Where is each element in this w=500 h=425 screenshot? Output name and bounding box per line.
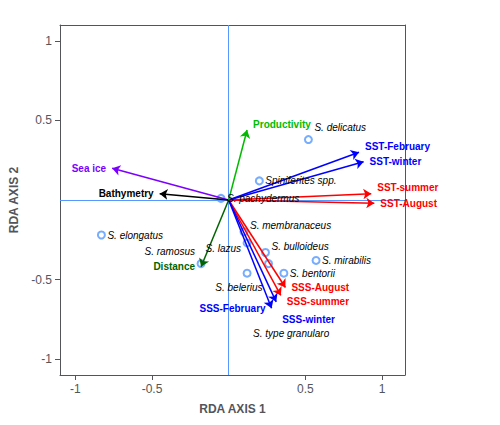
svg-text:Distance: Distance: [153, 261, 195, 272]
svg-text:SSS-February: SSS-February: [199, 303, 266, 314]
svg-text:-0.5: -0.5: [142, 382, 163, 396]
svg-text:RDA AXIS 1: RDA AXIS 1: [199, 402, 266, 416]
svg-text:S. bulloideus: S. bulloideus: [271, 241, 328, 252]
svg-text:SSS-winter: SSS-winter: [282, 314, 335, 325]
svg-text:SST-February: SST-February: [365, 141, 430, 152]
svg-text:S. membranaceus: S. membranaceus: [250, 220, 331, 231]
svg-text:0.5: 0.5: [35, 113, 52, 127]
svg-text:SSS-August: SSS-August: [291, 282, 349, 293]
svg-text:SSS-summer: SSS-summer: [287, 296, 349, 307]
svg-text:SST-August: SST-August: [380, 198, 437, 209]
svg-text:S. pachydermus: S. pachydermus: [227, 193, 299, 204]
svg-text:Bathymetry: Bathymetry: [99, 188, 154, 199]
svg-text:0.5: 0.5: [297, 382, 314, 396]
svg-text:S. ramosus: S. ramosus: [144, 246, 195, 257]
svg-text:1: 1: [379, 382, 386, 396]
svg-text:Sea ice: Sea ice: [72, 163, 107, 174]
svg-text:RDA AXIS 2: RDA AXIS 2: [7, 166, 21, 233]
svg-text:S. bentorii: S. bentorii: [290, 268, 336, 279]
svg-text:S. delicatus: S. delicatus: [314, 122, 366, 133]
svg-text:-1: -1: [70, 382, 81, 396]
svg-text:S. belerius: S. belerius: [215, 282, 262, 293]
svg-text:Spiniferites spp.: Spiniferites spp.: [265, 175, 336, 186]
svg-text:1: 1: [45, 34, 52, 48]
svg-text:-0.5: -0.5: [31, 273, 52, 287]
svg-text:S. type granularo: S. type granularo: [253, 328, 330, 339]
svg-text:Productivity: Productivity: [253, 119, 311, 130]
svg-text:S. lazus: S. lazus: [205, 243, 241, 254]
svg-text:S. elongatus: S. elongatus: [107, 230, 163, 241]
svg-text:SST-summer: SST-summer: [377, 182, 438, 193]
svg-text:-1: -1: [41, 352, 52, 366]
svg-text:SST-winter: SST-winter: [370, 156, 422, 167]
svg-text:S. mirabilis: S. mirabilis: [322, 255, 371, 266]
